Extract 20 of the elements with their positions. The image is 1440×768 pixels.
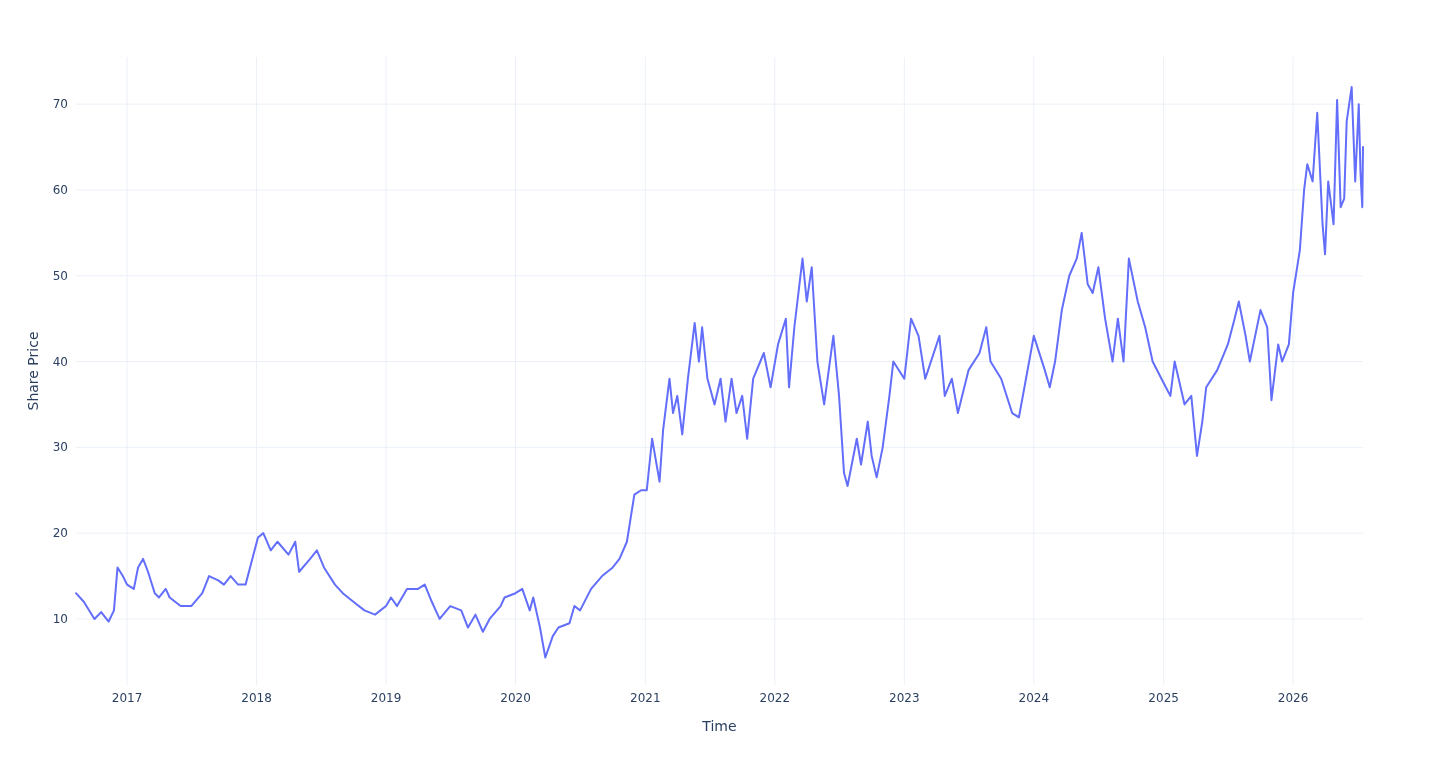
x-axis-title: Time <box>701 718 737 734</box>
x-tick-label: 2021 <box>630 691 661 705</box>
x-tick-label: 2024 <box>1018 691 1050 705</box>
y-tick-label: 70 <box>52 97 68 112</box>
y-axis-title: Share Price <box>25 331 41 411</box>
x-tick-label: 2025 <box>1148 691 1179 705</box>
x-tick-label: 2017 <box>111 691 143 705</box>
y-tick-label: 50 <box>52 268 68 283</box>
y-tick-label: 20 <box>52 526 68 541</box>
y-tick-label: 10 <box>52 611 68 626</box>
y-tick-label: 40 <box>52 354 68 369</box>
x-tick-label: 2018 <box>241 691 272 705</box>
y-tick-label: 60 <box>52 182 68 197</box>
x-tick-label: 2026 <box>1277 691 1309 705</box>
x-tick-label: 2023 <box>889 691 920 705</box>
y-tick-label: 30 <box>52 440 68 455</box>
x-tick-label: 2020 <box>500 691 531 705</box>
x-tick-label: 2022 <box>759 691 791 705</box>
line-series <box>75 86 1364 659</box>
x-tick-label: 2019 <box>370 691 402 705</box>
